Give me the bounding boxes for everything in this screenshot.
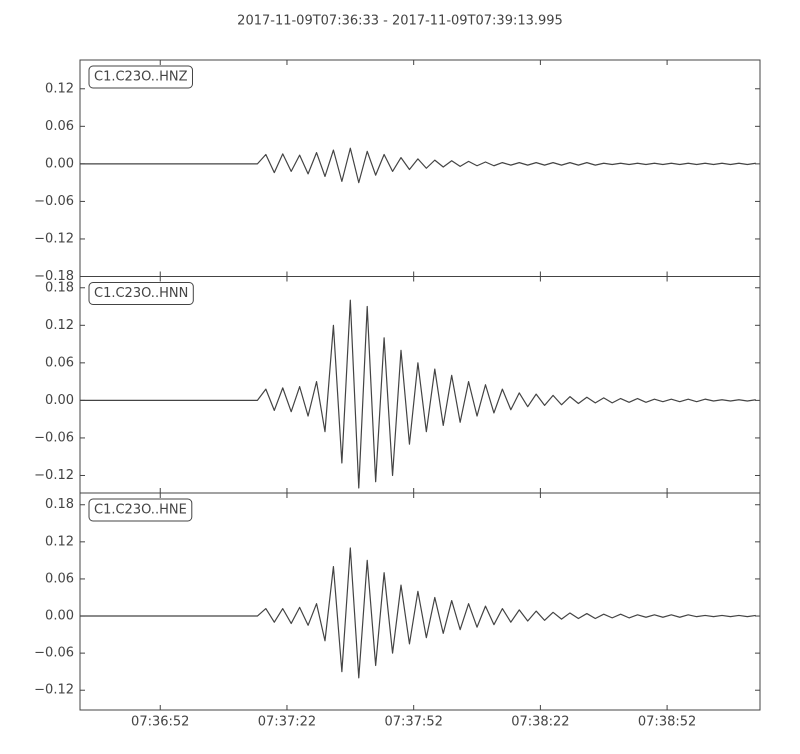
trace-label-box [88,498,193,522]
y-tick-label: −0.12 [34,468,74,483]
trace [80,547,756,679]
trace [80,299,756,489]
y-tick-label: 0.00 [45,393,74,408]
y-tick-label: 0.06 [45,571,74,586]
y-tick-label: 0.00 [45,156,74,171]
trace-label: C1.C23O..HNN [94,286,188,301]
x-tick-label: 07:37:22 [258,715,316,730]
chart-title: 2017-11-09T07:36:33 - 2017-11-09T07:39:1… [237,14,563,29]
trace-label: C1.C23O..HNZ [94,70,188,85]
y-tick-label: 0.18 [45,497,74,512]
y-tick-label: 0.06 [45,355,74,370]
y-tick-label: −0.06 [34,646,74,661]
y-tick-label: −0.18 [34,269,74,284]
trace [80,147,756,184]
x-tick-label: 07:36:52 [131,715,189,730]
y-tick-label: 0.12 [45,81,74,96]
y-tick-label: −0.12 [34,683,74,698]
trace-label-box [88,65,193,89]
y-tick-label: −0.06 [34,194,74,209]
y-tick-label: 0.18 [45,280,74,295]
trace-label: C1.C23O..HNE [94,503,187,518]
y-tick-label: −0.12 [34,231,74,246]
y-tick-label: 0.06 [45,119,74,134]
y-tick-label: 0.12 [45,534,74,549]
y-tick-label: −0.06 [34,430,74,445]
x-tick-label: 07:37:52 [384,715,442,730]
y-tick-label: 0.12 [45,318,74,333]
y-tick-label: 0.00 [45,609,74,624]
plot-frame [79,492,761,711]
trace-label-box [88,282,194,305]
x-tick-label: 07:38:52 [638,715,696,730]
x-tick-label: 07:38:22 [511,715,569,730]
